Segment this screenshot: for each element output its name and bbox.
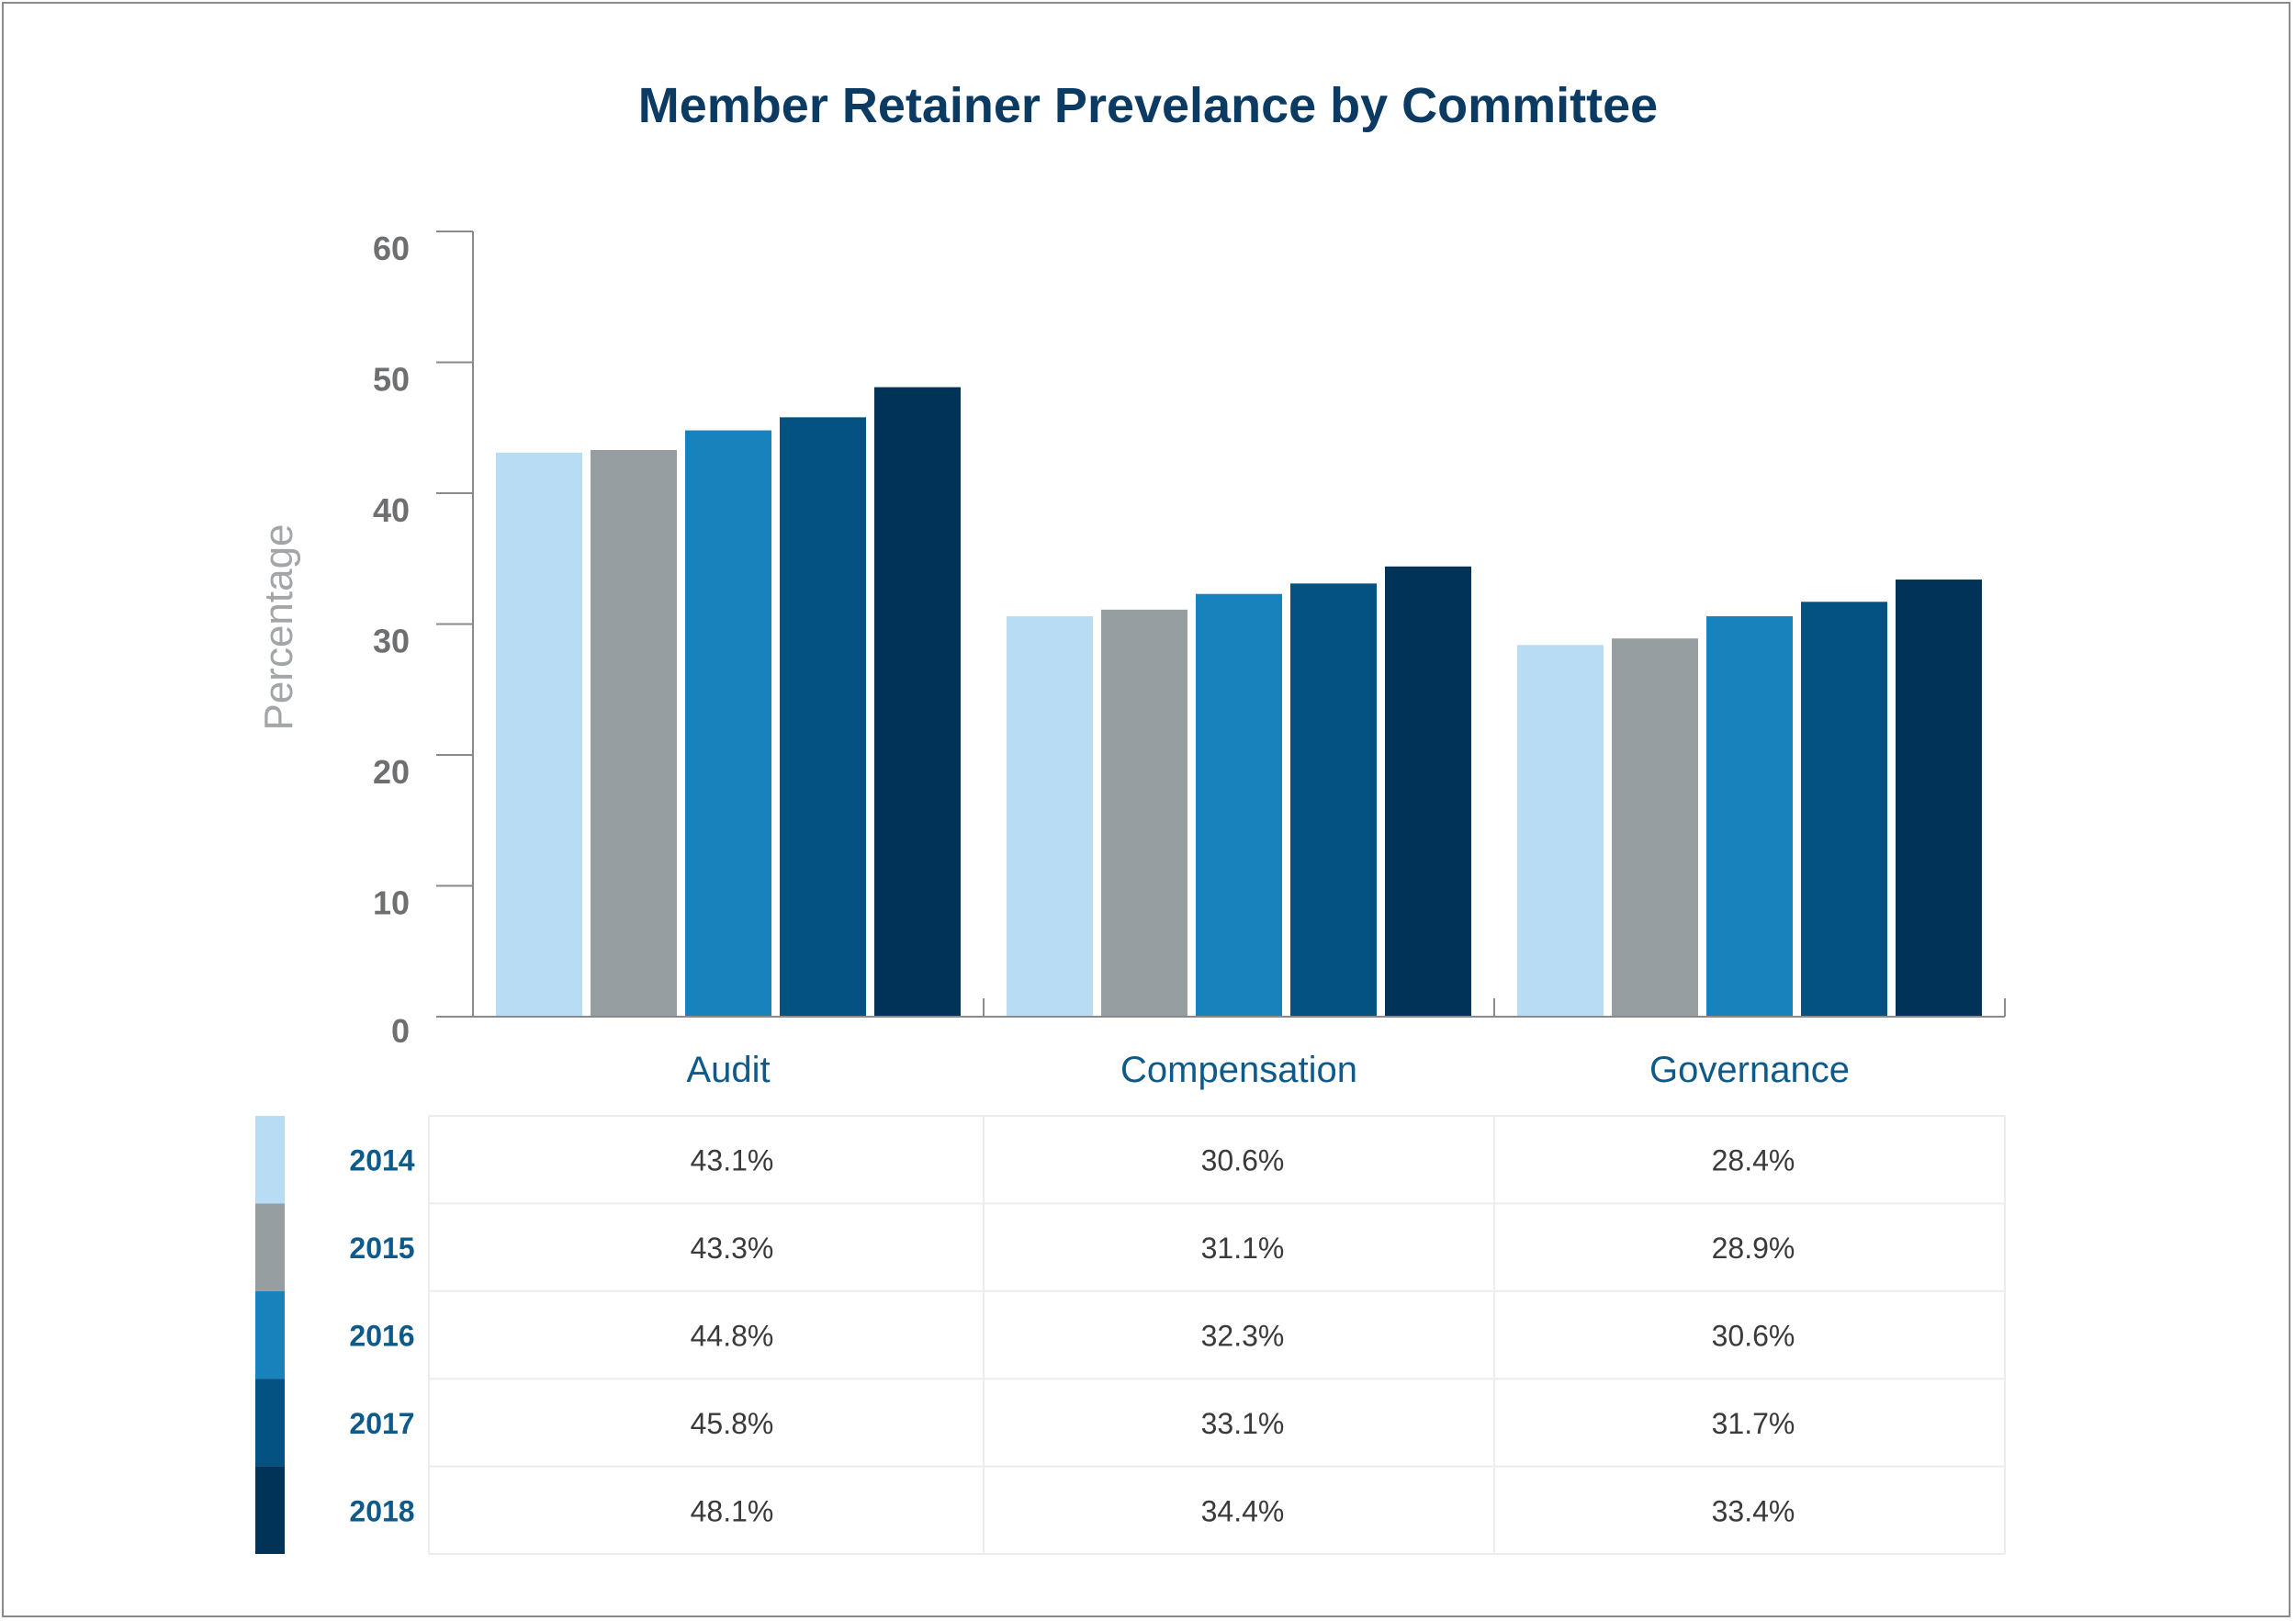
bar [496, 452, 582, 1017]
legend-swatch [255, 1290, 285, 1379]
bar [1007, 615, 1093, 1017]
bar [1706, 615, 1793, 1017]
table-cell-value: 44.8% [691, 1320, 774, 1353]
table-cell-value: 32.3% [1201, 1320, 1285, 1353]
bar [685, 430, 771, 1018]
row-year-label: 2016 [349, 1320, 414, 1353]
table-cell-value: 34.4% [1201, 1494, 1285, 1527]
row-year-label: 2015 [349, 1232, 414, 1265]
legend-swatch [255, 1466, 285, 1554]
bar [1801, 602, 1887, 1017]
y-tick-label: 60 [373, 230, 410, 267]
y-tick-label: 30 [373, 623, 410, 660]
y-tick-label: 20 [373, 753, 410, 791]
bar [1612, 638, 1698, 1017]
y-axis-label: Percentage [256, 523, 301, 730]
category-label: Governance [1649, 1050, 1850, 1090]
bar [874, 387, 961, 1017]
table-cell-value: 43.1% [691, 1144, 774, 1177]
bars [496, 387, 1982, 1018]
category-label: Audit [686, 1050, 770, 1090]
bar [780, 417, 866, 1018]
row-year-label: 2017 [349, 1407, 414, 1440]
table-cell-value: 43.3% [691, 1232, 774, 1265]
row-year-label: 2018 [349, 1494, 414, 1527]
table-cell-value: 48.1% [691, 1494, 774, 1527]
bar [1196, 593, 1282, 1017]
y-tick-label: 50 [373, 361, 410, 399]
y-tick-label: 0 [391, 1012, 410, 1050]
bar [1101, 609, 1187, 1017]
y-axis: 0 10 20 30 40 50 60 [373, 230, 474, 1050]
bar [1385, 566, 1471, 1017]
table-cell-value: 30.6% [1201, 1144, 1285, 1177]
chart-title: Member Retainer Prevelance by Committee [638, 78, 1658, 133]
bar [1896, 580, 1982, 1017]
legend-swatch [255, 1203, 285, 1291]
table-cell-value: 28.4% [1712, 1144, 1795, 1177]
y-tick-label: 10 [373, 884, 410, 922]
table-cell-value: 33.1% [1201, 1407, 1285, 1440]
bar [591, 449, 677, 1018]
table-cell-value: 33.4% [1712, 1494, 1795, 1527]
data-table: 2014 43.1% 30.6% 28.4% 2015 43.3% 31.1% 28.9% 20… [255, 1115, 2006, 1555]
table-cell-value: 31.7% [1712, 1407, 1795, 1440]
x-axis: Audit Compensation Governance [436, 998, 2006, 1090]
table-cell-value: 45.8% [691, 1407, 774, 1440]
bar [1290, 583, 1377, 1017]
table-cell-value: 31.1% [1201, 1232, 1285, 1265]
bar [1517, 645, 1604, 1017]
table-cell-value: 28.9% [1712, 1232, 1795, 1265]
legend-swatch [255, 1379, 285, 1467]
y-tick-label: 40 [373, 491, 410, 529]
table-cell-value: 30.6% [1712, 1320, 1795, 1353]
category-label: Compensation [1120, 1050, 1357, 1090]
legend-swatch [255, 1116, 285, 1204]
row-year-label: 2014 [349, 1144, 414, 1177]
